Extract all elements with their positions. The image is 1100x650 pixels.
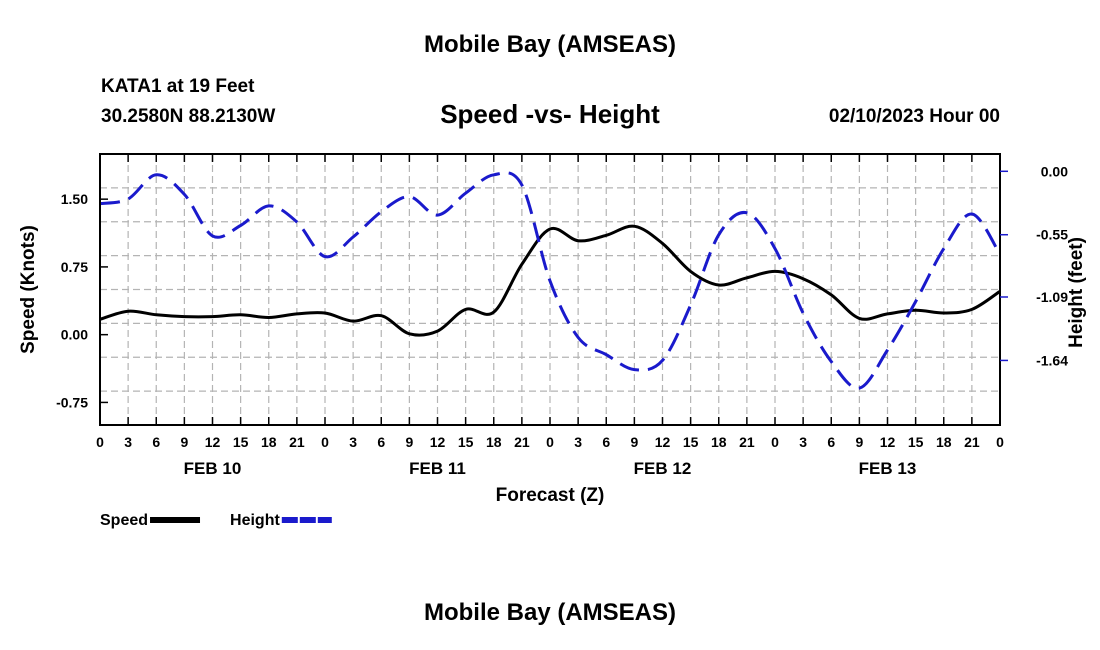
series-line-height [99,171,1002,390]
x-tick-label: 3 [124,434,132,450]
y-axis-title: Speed (Knots) [18,225,39,354]
x-tick-label: 21 [739,434,755,450]
x-tick-label: 12 [655,434,671,450]
date-label: FEB 13 [859,459,917,478]
x-tick-label: 21 [964,434,980,450]
chart-legend: Speed Height [100,512,332,529]
x-tick-label: 9 [855,434,863,450]
x-tick-label: 6 [377,434,385,450]
x-tick-label: 9 [180,434,188,450]
date-label: FEB 11 [409,459,466,478]
y-tick-label: -0.75 [56,394,88,410]
x-tick-label: 15 [908,434,924,450]
chart-subtitle: Speed -vs- Height [440,99,660,129]
x-tick-label: 18 [936,434,952,450]
x-tick-label: 15 [458,434,474,450]
x-tick-label: 3 [349,434,357,450]
y2-tick-label: -0.55 [1036,227,1068,243]
footer-title: Mobile Bay (AMSEAS) [423,599,677,626]
x-tick-label: 3 [799,434,807,450]
x-tick-label: 18 [711,434,727,450]
x-tick-label: 0 [771,434,779,450]
y-tick-label: 0.75 [61,259,88,275]
x-tick-label: 0 [546,434,554,450]
x-tick-label: 15 [683,434,699,450]
forecast-date-label: 02/10/2023 Hour 00 [828,106,1000,127]
y-tick-label: 1.50 [61,191,88,207]
y2-tick-label: -1.64 [1036,352,1068,368]
x-axis-title: Forecast (Z) [496,485,605,506]
x-tick-label: 18 [486,434,502,450]
chart-grid [100,154,1000,425]
y2-axis-title: Height (feet) [1066,237,1087,348]
x-tick-label: 0 [96,434,104,450]
x-tick-label: 12 [430,434,446,450]
y2-tick-label: 0.00 [1041,163,1068,179]
legend-label-height: Height [230,512,280,529]
date-label: FEB 12 [634,459,692,478]
x-tick-label: 18 [261,434,277,450]
y-tick-label: 0.00 [61,327,88,343]
x-tick-label: 12 [205,434,221,450]
x-tick-label: 6 [152,434,160,450]
chart-series [99,171,1002,390]
x-tick-label: 15 [233,434,249,450]
x-tick-label: 3 [574,434,582,450]
date-label: FEB 10 [184,459,242,478]
station-label: KATA1 at 19 Feet [101,76,255,97]
legend-label-speed: Speed [100,512,148,529]
x-tick-label: 12 [880,434,896,450]
x-tick-label: 9 [405,434,413,450]
x-tick-label: 21 [514,434,530,450]
coordinates-label: 30.2580N 88.2130W [101,106,276,127]
series-line-speed [99,224,1001,337]
x-tick-label: 21 [289,434,305,450]
x-tick-label: 0 [996,434,1004,450]
x-tick-label: 0 [321,434,329,450]
y2-tick-label: -1.09 [1036,289,1068,305]
chart-main-title: Mobile Bay (AMSEAS) [423,31,677,58]
x-tick-label: 6 [602,434,610,450]
chart-axes: 0 3 6 9 12 15 18 21 0 3 6 9 12 15 18 21 0 3 6 9 12 15 18 21 0 3 6 9… [18,154,1087,506]
x-tick-label: 9 [630,434,638,450]
x-tick-label: 6 [827,434,835,450]
